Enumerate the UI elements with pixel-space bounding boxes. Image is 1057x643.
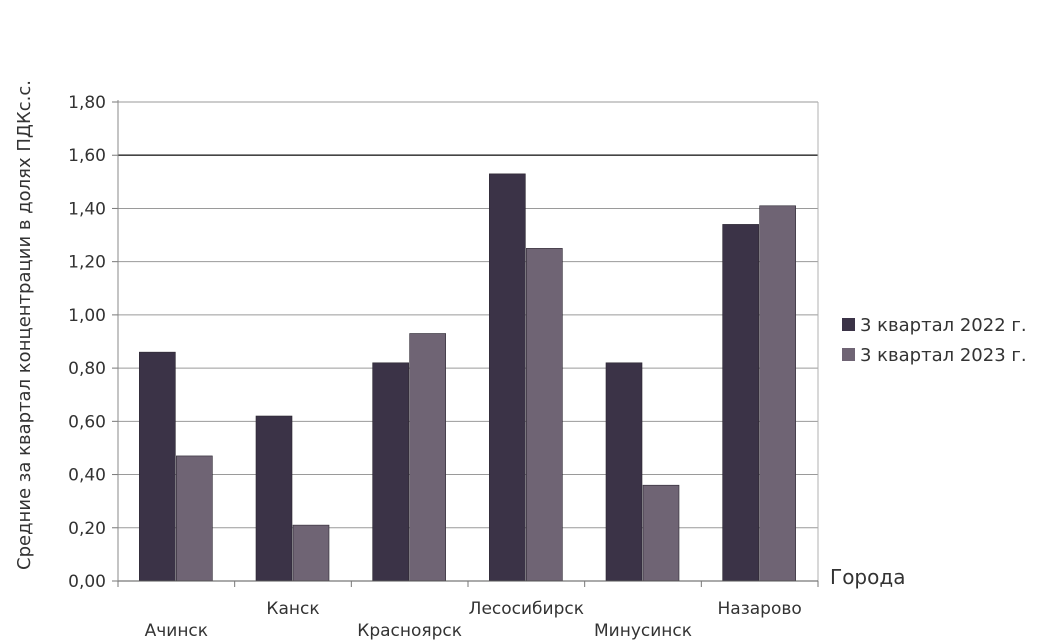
y-tick-label: 0,80 xyxy=(68,359,106,379)
legend-swatch xyxy=(842,348,855,361)
bar xyxy=(642,484,680,582)
x-tick-label: Назарово xyxy=(718,599,802,619)
legend: 3 квартал 2022 г. 3 квартал 2023 г. xyxy=(842,315,1027,366)
bar xyxy=(292,524,330,582)
bar xyxy=(526,248,563,582)
y-tick-label: 1,40 xyxy=(68,199,106,219)
gridlines xyxy=(118,101,819,581)
bar xyxy=(605,362,643,582)
legend-label: 3 квартал 2023 г. xyxy=(860,345,1027,366)
bar xyxy=(489,173,526,582)
x-axis-labels: Ачинск Канск Красноярск Лесосибирск Минусинс… xyxy=(117,581,819,641)
bars xyxy=(139,173,796,582)
y-tick-label: 1,00 xyxy=(68,306,106,326)
y-tick-label: 1,20 xyxy=(68,253,106,273)
x-axis-label: Города xyxy=(830,565,905,589)
bar xyxy=(409,333,446,582)
x-tick-label: Лесосибирск xyxy=(469,599,584,619)
bar xyxy=(176,455,213,582)
bar xyxy=(759,205,796,582)
y-tick-label: 1,80 xyxy=(68,93,106,113)
x-tick-label: Минусинск xyxy=(594,621,692,641)
bar xyxy=(255,415,293,582)
axes xyxy=(117,100,818,582)
y-axis-ticks: 0,00 0,20 0,40 0,60 0,80 1,00 1,20 1,40 1,60 1,80 xyxy=(68,93,118,592)
y-tick-label: 1,60 xyxy=(68,146,106,166)
bar xyxy=(372,362,409,582)
bar xyxy=(722,224,759,582)
x-tick-label: Красноярск xyxy=(357,621,462,641)
legend-swatch xyxy=(842,318,855,331)
x-tick-label: Ачинск xyxy=(145,621,208,641)
legend-label: 3 квартал 2022 г. xyxy=(860,315,1027,336)
x-tick-label: Канск xyxy=(266,599,319,619)
y-axis-label: Средние за квартал концентрации в долях … xyxy=(14,80,35,570)
y-tick-label: 0,20 xyxy=(68,519,106,539)
y-tick-label: 0,00 xyxy=(68,572,106,592)
y-tick-label: 0,40 xyxy=(68,466,106,486)
bar xyxy=(139,351,176,582)
y-tick-label: 0,60 xyxy=(68,412,106,432)
